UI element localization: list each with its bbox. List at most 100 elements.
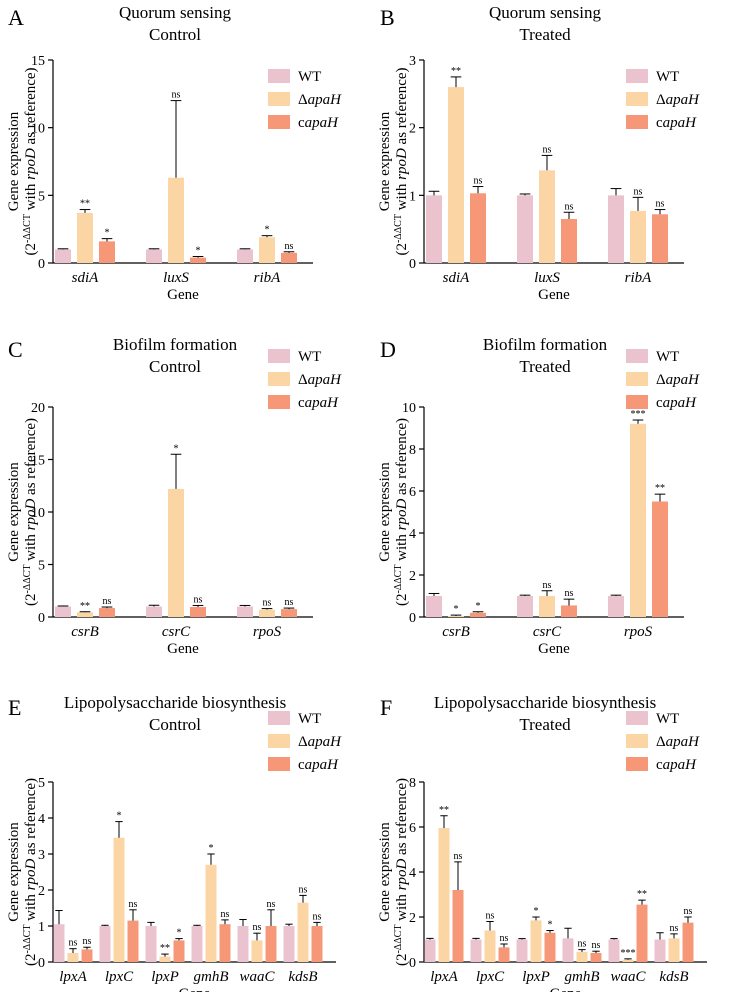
- bar-capah: [99, 608, 115, 617]
- panel-letter: B: [380, 5, 395, 30]
- panel-d: D Biofilm formationTreated0246810*ns****n…: [377, 335, 700, 657]
- y-axis-label-line2: (2-ΔΔCT with rpoD as reference): [393, 67, 410, 255]
- bar-wt: [146, 249, 162, 263]
- x-tick-label: lpxC: [105, 969, 134, 985]
- y-axis-label-line2: (2-ΔΔCT with rpoD as reference): [22, 67, 39, 255]
- legend-label-wt: WT: [298, 69, 321, 85]
- bar-capah: [561, 605, 577, 617]
- significance-label: ***: [621, 948, 636, 959]
- x-axis-label: Gene: [179, 986, 211, 992]
- legend-swatch-dapah: [268, 372, 290, 386]
- legend-label-capah: capaH: [298, 757, 339, 773]
- y-tick-label: 2: [409, 569, 416, 584]
- panel-letter: D: [380, 337, 396, 362]
- bar-capah: [682, 922, 694, 962]
- legend-swatch-dapah: [268, 734, 290, 748]
- y-tick-label: 4: [38, 812, 45, 827]
- bar-capah: [470, 193, 486, 263]
- legend-label-wt: WT: [656, 349, 679, 365]
- x-tick-label: gmhB: [565, 969, 600, 985]
- y-tick-label: 5: [38, 189, 45, 204]
- x-axis-label: Gene: [538, 641, 570, 657]
- significance-label: ns: [634, 186, 643, 197]
- significance-label: ns: [267, 899, 276, 910]
- bar-wt: [191, 926, 203, 962]
- bar-capah: [561, 219, 577, 263]
- x-tick-label: rpoS: [253, 624, 282, 640]
- panel-b: B Quorum sensing Treated 0 1 2 3 ** ns ns ns ns ns sd…: [377, 3, 700, 303]
- y-axis-label: Gene expression(2-ΔΔCT with rpoD as refe…: [377, 778, 410, 966]
- significance-label: *: [196, 246, 201, 257]
- legend-label-dapah: ΔapaH: [656, 734, 700, 750]
- x-tick-label: rpoS: [624, 624, 653, 640]
- panel-letter: E: [8, 695, 21, 720]
- y-axis-label-line1: Gene expression: [6, 822, 22, 922]
- legend-swatch-wt: [268, 711, 290, 725]
- y-tick-label: 6: [409, 485, 416, 500]
- bar-dapah: [168, 177, 184, 263]
- significance-label: ns: [299, 884, 308, 895]
- chart-title-line: Lipopolysaccharide biosynthesis: [434, 693, 656, 712]
- legend: WT ΔapaH capaH: [626, 349, 700, 411]
- bar-capah: [190, 257, 206, 263]
- bar-dapah: [67, 953, 79, 962]
- y-tick-label: 15: [31, 54, 45, 69]
- significance-label: **: [80, 199, 90, 210]
- x-tick-label: lpxC: [476, 969, 505, 985]
- y-tick-label: 4: [409, 866, 416, 881]
- bar-wt: [146, 606, 162, 617]
- bar-dapah: [205, 864, 217, 962]
- y-axis-label-line1: Gene expression: [6, 111, 22, 211]
- y-tick-label: 2: [409, 122, 416, 137]
- significance-label: **: [655, 483, 665, 494]
- legend-label-capah: capaH: [656, 395, 697, 411]
- significance-label: ns: [253, 922, 262, 933]
- y-axis-label: Gene expression(2-ΔΔCT with rpoD as refe…: [377, 418, 410, 606]
- significance-label: **: [439, 805, 449, 816]
- legend-swatch-wt: [626, 349, 648, 363]
- bar-dapah: [438, 828, 450, 962]
- y-tick-label: 0: [409, 611, 416, 626]
- chart-title-line: Biofilm formation: [113, 335, 238, 354]
- panel-letter: A: [8, 5, 24, 30]
- bar-capah: [544, 932, 556, 962]
- legend-label-dapah: ΔapaH: [298, 92, 342, 108]
- bar-capah: [81, 949, 93, 962]
- significance-label: ns: [263, 598, 272, 609]
- y-axis-label-line1: Gene expression: [6, 462, 22, 562]
- bar-dapah: [576, 951, 588, 962]
- x-tick-label: lpxA: [59, 969, 87, 985]
- bar-wt: [237, 926, 249, 962]
- legend-label-dapah: ΔapaH: [298, 372, 342, 388]
- x-tick-label: gmhB: [194, 969, 229, 985]
- significance-label: ns: [172, 90, 181, 101]
- legend: WT ΔapaH capaH: [268, 349, 342, 411]
- bar-dapah: [259, 237, 275, 263]
- x-tick-label: ribA: [254, 270, 282, 286]
- bar-wt: [426, 596, 442, 617]
- bar-wt: [426, 195, 442, 263]
- legend-swatch-dapah: [626, 734, 648, 748]
- significance-label: ns: [543, 580, 552, 591]
- y-tick-label: 0: [38, 611, 45, 626]
- legend-label-wt: WT: [298, 349, 321, 365]
- significance-label: ns: [474, 176, 483, 187]
- bar-capah: [281, 252, 297, 263]
- panel-e: E Lipopolysaccharide biosynthesis Control 0…: [6, 693, 342, 992]
- significance-label: ns: [565, 588, 574, 599]
- bar-wt: [470, 939, 482, 962]
- chart-title-line: Control: [149, 25, 201, 44]
- bar-wt: [517, 596, 533, 617]
- x-tick-label: waaC: [610, 969, 646, 985]
- x-tick-label: lpxP: [151, 969, 179, 985]
- y-axis-label-line2: (2-ΔΔCT with rpoD as reference): [393, 418, 410, 606]
- x-tick-label: csrC: [162, 624, 191, 640]
- chart-title-line: Treated: [519, 357, 571, 376]
- bar-wt: [608, 939, 620, 962]
- x-tick-label: kdsB: [659, 969, 688, 985]
- legend-label-wt: WT: [298, 711, 321, 727]
- legend-label-wt: WT: [656, 69, 679, 85]
- bar-wt: [608, 195, 624, 263]
- significance-label: ns: [592, 940, 601, 951]
